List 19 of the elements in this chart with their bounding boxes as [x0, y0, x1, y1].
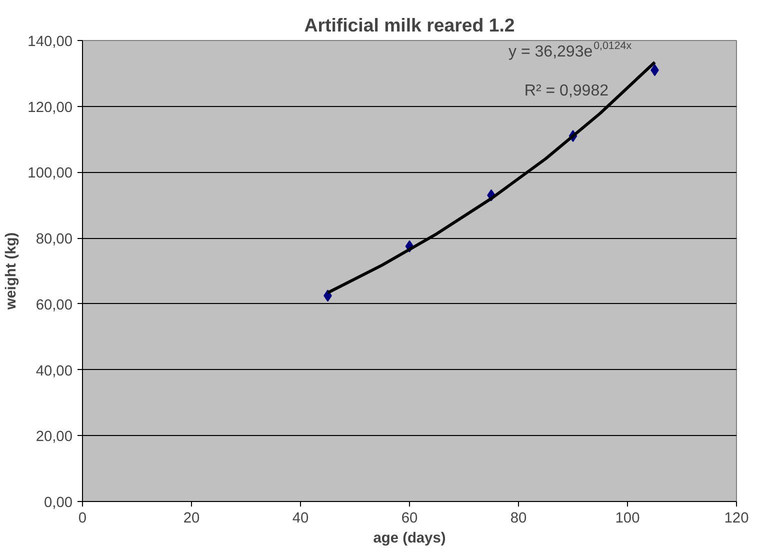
- y-tick-label: 120,00: [28, 100, 72, 116]
- annotation: R² = 0,9982: [524, 82, 609, 100]
- y-tick-label: 60,00: [36, 297, 73, 314]
- x-tick-label: 20: [183, 510, 200, 526]
- x-tick-label: 120: [724, 510, 749, 526]
- y-axis-title: weight (kg): [4, 232, 20, 311]
- y-tick-label: 20,00: [36, 429, 73, 446]
- y-tick-label: 100,00: [28, 166, 72, 182]
- y-tick-label: 140,00: [28, 34, 72, 50]
- y-tick-label: 0,00: [44, 495, 73, 511]
- x-tick-label: 60: [401, 510, 418, 526]
- x-tick-label: 80: [510, 510, 527, 526]
- x-tick-label: 0: [78, 510, 87, 526]
- y-tick-label: 40,00: [36, 363, 73, 380]
- x-tick-label: 40: [292, 510, 309, 526]
- chart-title: Artificial milk reared 1.2: [304, 14, 515, 36]
- x-axis-title: age (days): [373, 530, 446, 546]
- x-tick-label: 100: [615, 510, 640, 526]
- y-tick-label: 80,00: [36, 232, 73, 248]
